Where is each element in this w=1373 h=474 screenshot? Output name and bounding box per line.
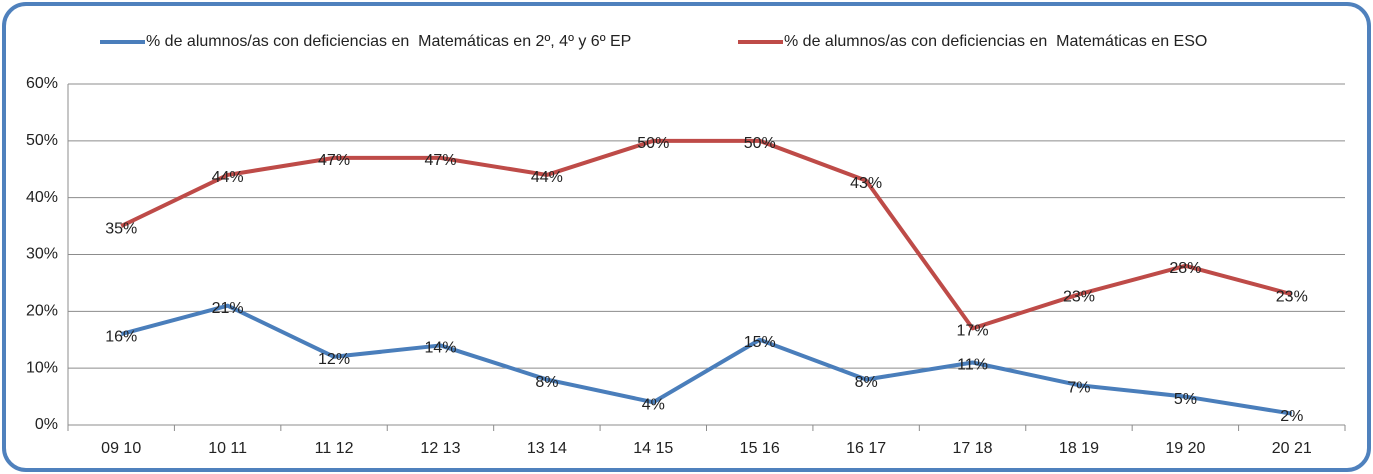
data-label: 16% xyxy=(105,328,137,345)
data-label: 15% xyxy=(744,334,776,351)
data-label: 8% xyxy=(535,374,558,391)
y-tick-label: 40% xyxy=(26,189,58,206)
x-tick-label: 09 10 xyxy=(101,440,141,457)
series-line xyxy=(120,303,1293,416)
data-label: 2% xyxy=(1280,408,1303,425)
x-tick-label: 11 12 xyxy=(315,440,354,457)
data-label: 28% xyxy=(1169,260,1201,277)
data-label: 23% xyxy=(1063,289,1095,306)
data-label: 7% xyxy=(1067,379,1090,396)
data-label: 5% xyxy=(1174,391,1197,408)
x-tick-label: 19 20 xyxy=(1165,440,1205,457)
data-label: 14% xyxy=(424,340,456,357)
data-label: 12% xyxy=(318,351,350,368)
x-tick-label: 15 16 xyxy=(740,440,780,457)
data-label: 44% xyxy=(531,169,563,186)
data-label: 11% xyxy=(957,357,988,374)
data-label: 47% xyxy=(424,152,456,169)
legend-label: % de alumnos/as con deficiencias en Mate… xyxy=(146,33,631,50)
data-label: 17% xyxy=(957,323,989,340)
x-tick-label: 20 21 xyxy=(1272,440,1312,457)
data-label: 43% xyxy=(850,175,882,192)
legend-label: % de alumnos/as con deficiencias en Mate… xyxy=(784,33,1207,50)
x-tick-label: 18 19 xyxy=(1059,440,1099,457)
data-label: 50% xyxy=(744,135,776,152)
data-label: 47% xyxy=(318,152,350,169)
series-line xyxy=(120,138,1293,331)
data-label: 23% xyxy=(1276,289,1308,306)
x-tick-label: 10 11 xyxy=(208,440,247,457)
x-tick-label: 17 18 xyxy=(953,440,993,457)
y-tick-label: 20% xyxy=(26,303,58,320)
data-label: 50% xyxy=(637,135,669,152)
data-label: 35% xyxy=(105,220,137,237)
x-tick-label: 14 15 xyxy=(633,440,673,457)
data-label: 8% xyxy=(855,374,878,391)
x-tick-label: 12 13 xyxy=(420,440,460,457)
y-tick-label: 60% xyxy=(26,75,58,92)
y-tick-label: 10% xyxy=(26,359,58,376)
y-tick-label: 30% xyxy=(26,246,58,263)
x-tick-label: 13 14 xyxy=(527,440,567,457)
data-label: 44% xyxy=(212,169,244,186)
data-label: 21% xyxy=(212,300,244,317)
x-tick-label: 16 17 xyxy=(846,440,886,457)
y-tick-label: 50% xyxy=(26,132,58,149)
data-label: 4% xyxy=(642,396,665,413)
y-tick-label: 0% xyxy=(35,416,58,433)
